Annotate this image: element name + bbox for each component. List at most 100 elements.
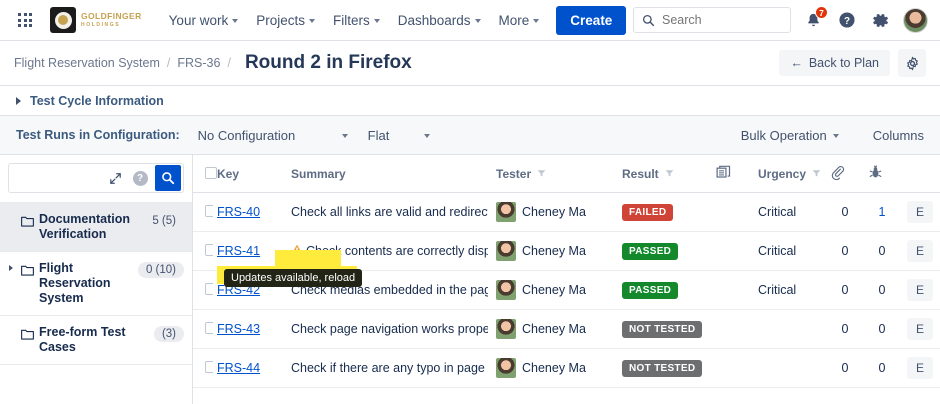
nav-item-projects[interactable]: Projects xyxy=(247,7,324,34)
table-row[interactable]: FRS-43 Check page navigation works prope… xyxy=(193,309,940,349)
breadcrumb-project[interactable]: Flight Reservation System xyxy=(14,56,160,70)
chevron-down-icon xyxy=(533,19,540,23)
test-cycle-information-section[interactable]: Test Cycle Information xyxy=(0,86,940,116)
header-urgency[interactable]: Urgency xyxy=(754,155,826,193)
nav-label-more: More xyxy=(498,12,530,28)
header-result[interactable]: Result xyxy=(618,155,712,193)
back-arrow-icon: ← xyxy=(790,56,803,70)
row-checkbox[interactable] xyxy=(205,360,213,373)
row-key-link[interactable]: FRS-43 xyxy=(217,322,261,336)
sidebar-item-flight-reservation-system[interactable]: Flight Reservation System 0 (10) xyxy=(0,252,192,316)
row-key-link[interactable]: FRS-40 xyxy=(217,205,261,219)
header-tester[interactable]: Tester xyxy=(492,155,618,193)
expand-arrows-icon xyxy=(109,172,121,184)
chevron-down-icon xyxy=(832,134,839,138)
row-summary-text: Check if there are any typo in page co xyxy=(291,361,488,375)
tester-avatar xyxy=(496,358,516,378)
notifications-button[interactable]: 7 xyxy=(801,6,828,32)
row-checkbox[interactable] xyxy=(205,321,213,334)
row-edit-button[interactable]: E xyxy=(907,240,933,262)
status-badge[interactable]: PASSED xyxy=(622,242,679,260)
table-row[interactable]: FRS-40 Check all links are valid and red… xyxy=(193,192,940,232)
sidebar-help-icon[interactable]: ? xyxy=(130,168,150,188)
row-actions-cell: E xyxy=(900,348,940,388)
breadcrumb-issue[interactable]: FRS-36 xyxy=(177,56,221,70)
filter-icon[interactable] xyxy=(537,167,546,181)
row-edit-button[interactable]: E xyxy=(907,357,933,379)
search-icon xyxy=(162,172,175,185)
row-edit-button[interactable]: E xyxy=(907,201,933,223)
row-key-cell: FRS-44 xyxy=(213,348,287,388)
warning-icon[interactable] xyxy=(291,244,303,258)
status-badge[interactable]: PASSED xyxy=(622,281,679,299)
nav-right-group: 7 ? xyxy=(633,6,928,33)
global-search-box[interactable] xyxy=(633,7,791,33)
row-tester-cell: Cheney Ma xyxy=(492,270,618,310)
logo-line-1: GOLDFINGER xyxy=(81,11,142,22)
breadcrumb-separator: / xyxy=(227,56,231,70)
bulk-operation-label: Bulk Operation xyxy=(740,127,827,143)
row-result-cell: PASSED xyxy=(618,270,712,310)
row-actions-cell: E xyxy=(900,231,940,271)
header-summary[interactable]: Summary xyxy=(287,155,492,193)
header-defects[interactable] xyxy=(864,155,900,193)
columns-button[interactable]: Columns xyxy=(873,128,924,143)
row-checkbox[interactable] xyxy=(205,243,213,256)
tree-toggle-placeholder xyxy=(6,212,16,216)
filter-icon[interactable] xyxy=(665,167,674,181)
status-badge[interactable]: NOT TESTED xyxy=(622,359,703,377)
header-comments[interactable] xyxy=(712,155,754,193)
app-switcher-icon[interactable] xyxy=(12,7,38,33)
table-row[interactable]: FRS-44 Check if there are any typo in pa… xyxy=(193,348,940,388)
nav-item-your-work[interactable]: Your work xyxy=(160,7,248,34)
top-navigation-bar: GOLDFINGER HOLDINGS Your work Projects F… xyxy=(0,0,940,41)
create-button[interactable]: Create xyxy=(556,5,627,35)
nav-item-dashboards[interactable]: Dashboards xyxy=(389,7,490,34)
table-row[interactable]: FRS-41 Check contents are correctly disp… xyxy=(193,231,940,271)
row-checkbox[interactable] xyxy=(205,204,213,217)
configuration-select[interactable]: No Configuration xyxy=(198,128,348,143)
back-to-plan-button[interactable]: ← Back to Plan xyxy=(779,50,890,76)
row-edit-button[interactable]: E xyxy=(907,318,933,340)
global-search-input[interactable] xyxy=(662,13,772,27)
sidebar-search-button[interactable] xyxy=(155,165,181,191)
page-settings-button[interactable] xyxy=(898,49,926,77)
expand-icon[interactable] xyxy=(105,168,125,188)
row-tester-cell: Cheney Ma xyxy=(492,192,618,232)
row-key-link[interactable]: FRS-41 xyxy=(217,244,261,258)
nav-item-more[interactable]: More xyxy=(490,7,549,34)
row-key-link[interactable]: FRS-44 xyxy=(217,361,261,375)
header-attachments[interactable] xyxy=(826,155,864,193)
row-checkbox[interactable] xyxy=(205,282,213,295)
sidebar-item-count: 5 (5) xyxy=(152,215,176,227)
settings-button[interactable] xyxy=(869,8,893,32)
sidebar-item-free-form-test-cases[interactable]: Free-form Test Cases (3) xyxy=(0,316,192,365)
nav-item-filters[interactable]: Filters xyxy=(324,7,389,34)
brand-logo[interactable]: GOLDFINGER HOLDINGS xyxy=(50,7,142,33)
test-cycle-information-label[interactable]: Test Cycle Information xyxy=(30,93,164,108)
sidebar-item-documentation-verification[interactable]: Documentation Verification 5 (5) xyxy=(0,203,192,252)
row-attachments-cell: 0 xyxy=(826,270,864,310)
user-avatar[interactable] xyxy=(903,7,928,33)
folder-icon xyxy=(21,327,34,345)
row-attachments-cell: 0 xyxy=(826,309,864,349)
help-button[interactable]: ? xyxy=(835,8,859,32)
select-all-checkbox[interactable] xyxy=(205,166,217,179)
row-tester-cell: Cheney Ma xyxy=(492,309,618,349)
view-mode-select[interactable]: Flat xyxy=(368,128,430,143)
row-defects-link[interactable]: 1 xyxy=(878,205,886,219)
row-defects-cell: 1 xyxy=(864,192,900,232)
tree-expand-toggle[interactable] xyxy=(6,261,16,271)
sidebar-search-box[interactable]: ? xyxy=(8,163,184,193)
header-key[interactable]: Key xyxy=(213,155,287,193)
tester-avatar xyxy=(496,241,516,261)
gear-icon xyxy=(872,13,888,27)
help-icon: ? xyxy=(839,12,855,28)
row-edit-button[interactable]: E xyxy=(907,279,933,301)
status-badge[interactable]: FAILED xyxy=(622,203,674,221)
status-badge[interactable]: NOT TESTED xyxy=(622,320,703,338)
filter-icon[interactable] xyxy=(812,167,821,181)
bulk-operation-button[interactable]: Bulk Operation xyxy=(741,128,839,143)
table-body: FRS-40 Check all links are valid and red… xyxy=(193,192,940,388)
row-comments-cell xyxy=(712,192,754,232)
